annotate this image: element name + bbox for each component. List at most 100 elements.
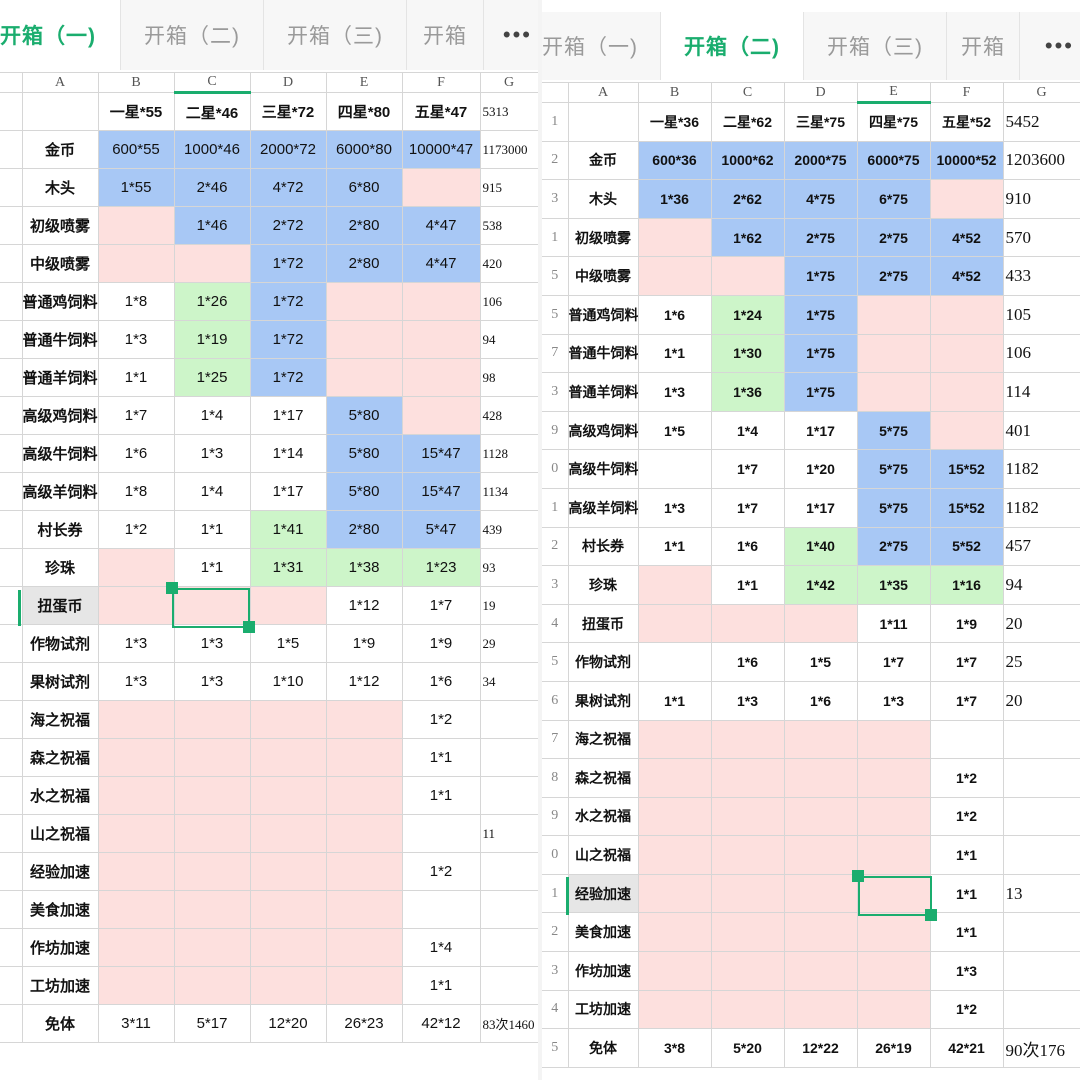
data-cell[interactable]: 1*40	[783, 526, 858, 567]
column-header-f[interactable]: F	[401, 72, 481, 93]
data-cell[interactable]: 1*38	[325, 548, 403, 587]
item-name-cell[interactable]: 海之祝福	[21, 700, 99, 739]
data-cell[interactable]	[249, 966, 327, 1005]
data-cell[interactable]: 1*17	[249, 472, 327, 511]
star-header-cell[interactable]: 四星*75	[856, 102, 931, 142]
data-cell[interactable]: 6000*80	[325, 130, 403, 169]
data-cell[interactable]: 1*62	[710, 217, 785, 258]
row-number[interactable]: 1	[542, 102, 569, 142]
data-cell[interactable]: 1*17	[249, 396, 327, 435]
data-cell[interactable]: 1*3	[173, 624, 251, 663]
item-name-cell[interactable]: 中级喷雾	[21, 244, 99, 283]
data-cell[interactable]	[637, 951, 712, 991]
tab-open-box-3[interactable]: 开箱（三)	[264, 0, 407, 70]
star-header-cell[interactable]: 二星*46	[173, 92, 251, 131]
data-cell[interactable]: 1*20	[783, 449, 858, 489]
data-cell[interactable]: 1*55	[97, 168, 175, 207]
star-header-cell[interactable]: 五星*52	[929, 102, 1004, 142]
data-cell[interactable]	[173, 700, 251, 739]
total-cell[interactable]	[479, 852, 538, 891]
item-name-cell[interactable]: 普通鸡饲料	[21, 282, 99, 321]
data-cell[interactable]	[325, 700, 403, 739]
star-header-cell[interactable]: 三星*72	[249, 92, 327, 131]
row-number[interactable]: 1	[542, 487, 569, 528]
corner-cell[interactable]	[0, 72, 23, 93]
data-cell[interactable]	[856, 333, 931, 374]
total-cell[interactable]: 1182	[1002, 449, 1080, 489]
total-cell[interactable]: 106	[479, 282, 538, 321]
data-cell[interactable]	[783, 603, 858, 644]
row-number[interactable]: 1	[542, 217, 569, 258]
data-cell[interactable]: 15*47	[401, 434, 481, 473]
tab-open-box-1[interactable]: 开箱（一)	[0, 0, 121, 70]
data-cell[interactable]: 1*75	[783, 333, 858, 374]
spreadsheet-grid[interactable]: A B C D E F G 一星*55 二星*46 三星*72 四星*80 五星*47 5313 金币 60…	[0, 72, 538, 1043]
total-cell[interactable]: 34	[479, 662, 538, 701]
data-cell[interactable]	[856, 719, 931, 760]
data-cell[interactable]	[710, 951, 785, 991]
data-cell[interactable]	[325, 890, 403, 929]
data-cell[interactable]: 1*4	[173, 472, 251, 511]
data-cell[interactable]	[637, 758, 712, 798]
spreadsheet-grid[interactable]: A B C D E F G 1 一星*36 二星*62 三星*75 四星*75 五星*52 5452 2 金币…	[542, 82, 1080, 1068]
tab-open-box-4[interactable]: 开箱	[947, 12, 1020, 80]
data-cell[interactable]	[783, 835, 858, 875]
data-cell[interactable]: 1*25	[173, 358, 251, 397]
data-cell[interactable]: 2*75	[856, 217, 931, 258]
item-name-cell[interactable]: 扭蛋币	[21, 586, 99, 625]
data-cell[interactable]	[710, 256, 785, 296]
data-cell[interactable]: 5*75	[856, 487, 931, 528]
total-cell[interactable]	[479, 890, 538, 929]
data-cell[interactable]	[173, 814, 251, 853]
data-cell[interactable]: 1*5	[249, 624, 327, 663]
total-cell[interactable]: 11	[479, 814, 538, 853]
data-cell[interactable]: 1*7	[97, 396, 175, 435]
data-cell[interactable]: 1000*46	[173, 130, 251, 169]
row-number[interactable]	[0, 890, 23, 929]
tab-open-box-1[interactable]: 开箱（一)	[542, 12, 661, 80]
data-cell[interactable]	[710, 835, 785, 875]
item-name-cell[interactable]: 山之祝福	[567, 835, 639, 875]
data-cell[interactable]: 1*6	[97, 434, 175, 473]
row-number[interactable]: 3	[542, 372, 569, 412]
column-header-b[interactable]: B	[637, 82, 712, 103]
data-cell[interactable]	[249, 586, 327, 625]
data-cell[interactable]	[325, 738, 403, 777]
more-tabs-icon[interactable]: •••	[502, 22, 532, 47]
row-number[interactable]	[0, 966, 23, 1005]
row-number[interactable]	[0, 472, 23, 511]
item-name-cell[interactable]: 普通羊饲料	[21, 358, 99, 397]
item-name-cell[interactable]: 作物试剂	[567, 642, 639, 682]
row-number[interactable]: 2	[542, 912, 569, 953]
data-cell[interactable]: 5*17	[173, 1004, 251, 1043]
data-cell[interactable]: 1*1	[929, 835, 1004, 875]
data-cell[interactable]: 1*2	[401, 852, 481, 891]
data-cell[interactable]: 1*2	[929, 989, 1004, 1030]
data-cell[interactable]: 1*1	[637, 526, 712, 567]
data-cell[interactable]	[249, 776, 327, 815]
data-cell[interactable]: 3*11	[97, 1004, 175, 1043]
item-name-cell[interactable]: 普通牛饲料	[21, 320, 99, 359]
data-cell[interactable]: 1*2	[929, 758, 1004, 798]
data-cell[interactable]	[249, 890, 327, 929]
column-header-d[interactable]: D	[249, 72, 327, 93]
total-cell[interactable]: 538	[479, 206, 538, 245]
total-cell[interactable]	[479, 738, 538, 777]
data-cell[interactable]: 1*9	[401, 624, 481, 663]
row-number[interactable]: 3	[542, 951, 569, 991]
data-cell[interactable]	[929, 333, 1004, 374]
data-cell[interactable]	[710, 989, 785, 1030]
data-cell[interactable]: 1*26	[173, 282, 251, 321]
data-cell[interactable]	[173, 738, 251, 777]
row-number[interactable]	[0, 130, 23, 169]
data-cell[interactable]	[637, 873, 712, 914]
data-cell[interactable]: 4*52	[929, 256, 1004, 296]
item-name-cell[interactable]: 高级牛饲料	[567, 449, 639, 489]
data-cell[interactable]: 1*2	[97, 510, 175, 549]
data-cell[interactable]: 1*72	[249, 244, 327, 283]
data-cell[interactable]: 1*10	[249, 662, 327, 701]
data-cell[interactable]: 1*7	[710, 487, 785, 528]
row-number[interactable]	[0, 662, 23, 701]
data-cell[interactable]: 1*6	[637, 294, 712, 335]
item-name-cell[interactable]: 村长券	[567, 526, 639, 567]
